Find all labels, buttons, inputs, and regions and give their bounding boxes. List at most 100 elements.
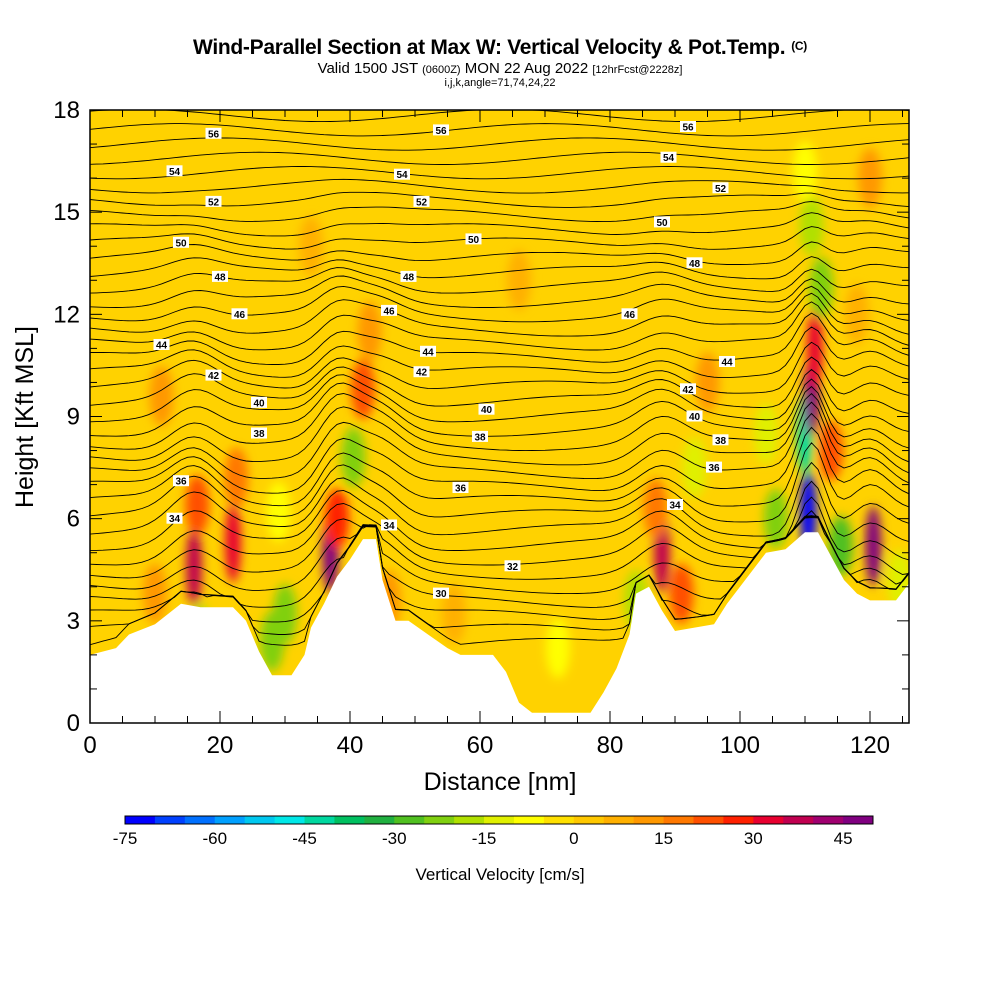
contour-label-6: 52 xyxy=(208,197,220,208)
x-tick-label-0: 0 xyxy=(83,732,96,759)
contour-label-24: 40 xyxy=(253,398,265,409)
contour-label-box-2 xyxy=(680,121,696,132)
colorbar-swatch-23 xyxy=(813,816,844,824)
contour-label-8: 52 xyxy=(715,184,727,195)
contour-label-4: 54 xyxy=(396,170,408,181)
contour-label-13: 48 xyxy=(403,272,415,283)
contour-label-box-26 xyxy=(686,410,703,422)
colorbar xyxy=(124,815,874,825)
contour-label-14: 48 xyxy=(689,259,701,270)
contour-line-20 xyxy=(90,312,909,365)
contour-line-27 xyxy=(90,241,909,265)
x-axis-label: Distance [nm] xyxy=(424,768,577,796)
contour-label-box-14 xyxy=(686,257,703,269)
contour-label-box-25 xyxy=(478,403,495,415)
colorbar-swatch-12 xyxy=(484,816,515,824)
contour-label-box-7 xyxy=(413,195,430,207)
contour-label-2: 56 xyxy=(682,123,694,134)
colorbar-tick-1: -60 xyxy=(203,829,228,848)
contour-line-24 xyxy=(90,275,909,308)
contour-label-15: 46 xyxy=(234,310,246,321)
y-tick-label-18: 18 xyxy=(53,97,80,124)
contour-line-16 xyxy=(90,368,909,423)
velocity-cell-20 xyxy=(682,437,707,498)
colorbar-tick-3: -30 xyxy=(382,829,407,848)
contour-label-23: 42 xyxy=(682,385,694,396)
y-tick-label-12: 12 xyxy=(53,301,80,328)
colorbar-swatch-6 xyxy=(304,816,335,824)
colorbar-swatch-7 xyxy=(334,816,365,824)
contour-line-8 xyxy=(90,461,909,537)
x-tick-label-60: 60 xyxy=(467,732,494,759)
contour-line-29 xyxy=(90,212,909,237)
contour-label-box-15 xyxy=(231,308,248,320)
y-tick-label-15: 15 xyxy=(53,199,80,226)
contour-line-23 xyxy=(90,285,909,323)
contour-line-7 xyxy=(90,480,909,552)
plot-area: 56 56 56 54 54 54 52 52 52 50 50 50 48 48 48 46 46 46 44 44… xyxy=(90,103,909,723)
valid-time: Valid 1500 JST xyxy=(317,60,418,77)
colorbar-swatch-22 xyxy=(783,816,814,824)
colorbar-tick-labels: -75 -60 -45 -30 -15 0 15 30 45 xyxy=(113,829,853,848)
colorbar-swatch-20 xyxy=(723,816,754,824)
velocity-cell-6 xyxy=(266,481,291,542)
x-tick-label-80: 80 xyxy=(597,732,624,759)
velocity-cell-22 xyxy=(754,403,778,464)
contour-label-9: 50 xyxy=(175,238,187,249)
contour-label-33: 34 xyxy=(169,514,181,525)
contour-line-21 xyxy=(90,301,909,351)
contour-label-35: 34 xyxy=(669,501,681,512)
contour-line-32 xyxy=(90,178,909,194)
velocity-cell-11 xyxy=(357,301,382,362)
contour-line-26 xyxy=(90,256,909,280)
contour-label-box-16 xyxy=(381,304,397,316)
contour-label-21: 42 xyxy=(208,371,220,382)
velocity-cell-28 xyxy=(799,195,824,256)
contour-label-0: 56 xyxy=(208,129,220,140)
contour-label-25: 40 xyxy=(481,405,493,416)
contour-line-34 xyxy=(90,151,909,165)
contour-label-box-34 xyxy=(381,519,397,531)
contour-label-box-22 xyxy=(413,366,430,378)
colorbar-swatch-2 xyxy=(184,816,216,824)
velocity-cell-9 xyxy=(341,427,366,488)
chart-title: Wind-Parallel Section at Max W: Vertical… xyxy=(193,36,807,59)
contour-label-16: 46 xyxy=(383,306,395,317)
contour-label-29: 38 xyxy=(715,436,727,447)
contour-label-box-17 xyxy=(621,308,638,320)
colorbar-tick-7: 30 xyxy=(744,829,763,848)
contour-line-38 xyxy=(90,103,909,107)
contour-label-box-32 xyxy=(706,461,722,473)
contour-label-box-29 xyxy=(712,434,729,446)
contour-label-box-24 xyxy=(251,396,267,408)
contour-line-30 xyxy=(90,201,909,223)
contour-label-31: 36 xyxy=(455,484,467,495)
contour-line-17 xyxy=(90,356,909,408)
terrain-mask xyxy=(90,532,909,723)
contour-labels: 56 56 56 54 54 54 52 52 52 50 50 50 48 48 48 46 46 46 44 44… xyxy=(153,121,735,600)
contour-line-28 xyxy=(90,226,909,250)
colorbar-swatch-13 xyxy=(513,816,545,824)
colorbar-tick-2: -45 xyxy=(292,829,317,848)
velocity-cell-8 xyxy=(325,488,349,549)
velocity-cell-34 xyxy=(149,366,174,427)
colorbar-swatch-16 xyxy=(603,816,635,824)
velocity-cell-26 xyxy=(806,308,823,389)
contour-line-9 xyxy=(90,442,909,523)
forecast-info: [12hrFcst@2228z] xyxy=(592,64,683,76)
x-tick-label-40: 40 xyxy=(337,732,364,759)
colorbar-swatch-24 xyxy=(843,816,874,824)
contour-label-34: 34 xyxy=(383,521,395,532)
contour-label-box-35 xyxy=(667,499,683,510)
velocity-cell-2 xyxy=(225,502,241,583)
colorbar-tick-8: 45 xyxy=(834,829,853,848)
vertical-velocity-field xyxy=(143,141,909,679)
contour-label-7: 52 xyxy=(416,197,428,208)
contour-label-22: 42 xyxy=(416,368,428,379)
velocity-cell-21 xyxy=(763,488,788,549)
x-axis: 0 20 40 60 80 100 120 xyxy=(83,110,903,759)
contour-label-box-21 xyxy=(205,369,222,381)
y-tick-label-6: 6 xyxy=(67,506,80,533)
